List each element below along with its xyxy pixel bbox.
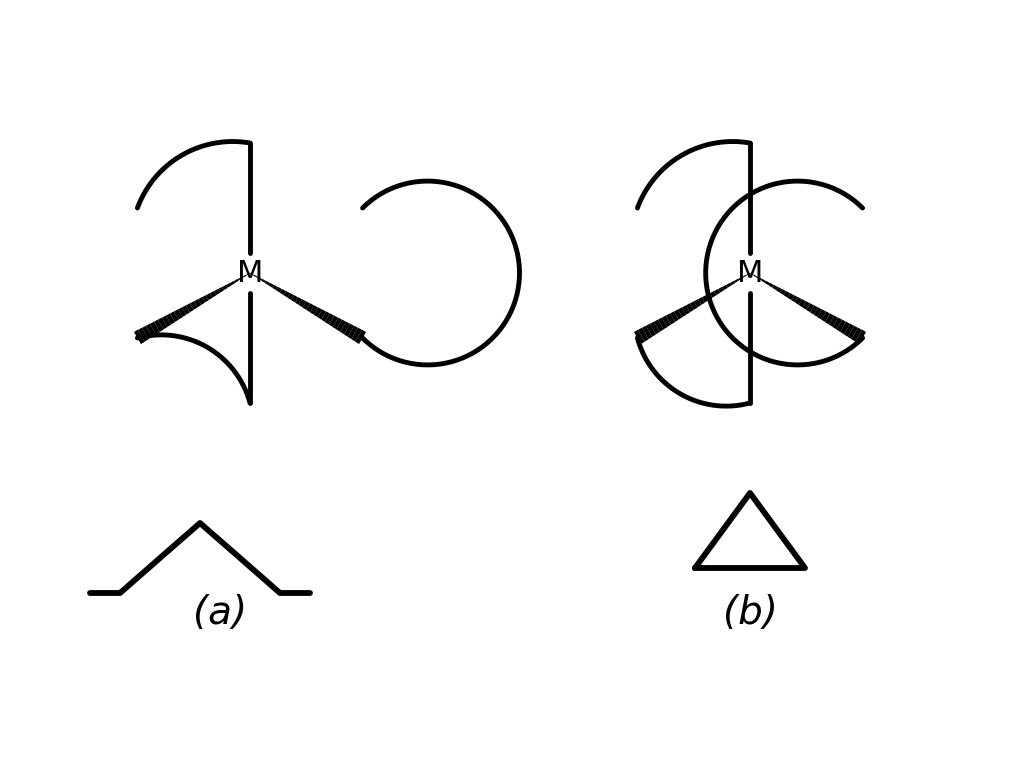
Text: (b): (b) [723,594,777,632]
Text: M: M [737,258,763,288]
Text: (a): (a) [193,594,247,632]
Text: M: M [237,258,263,288]
